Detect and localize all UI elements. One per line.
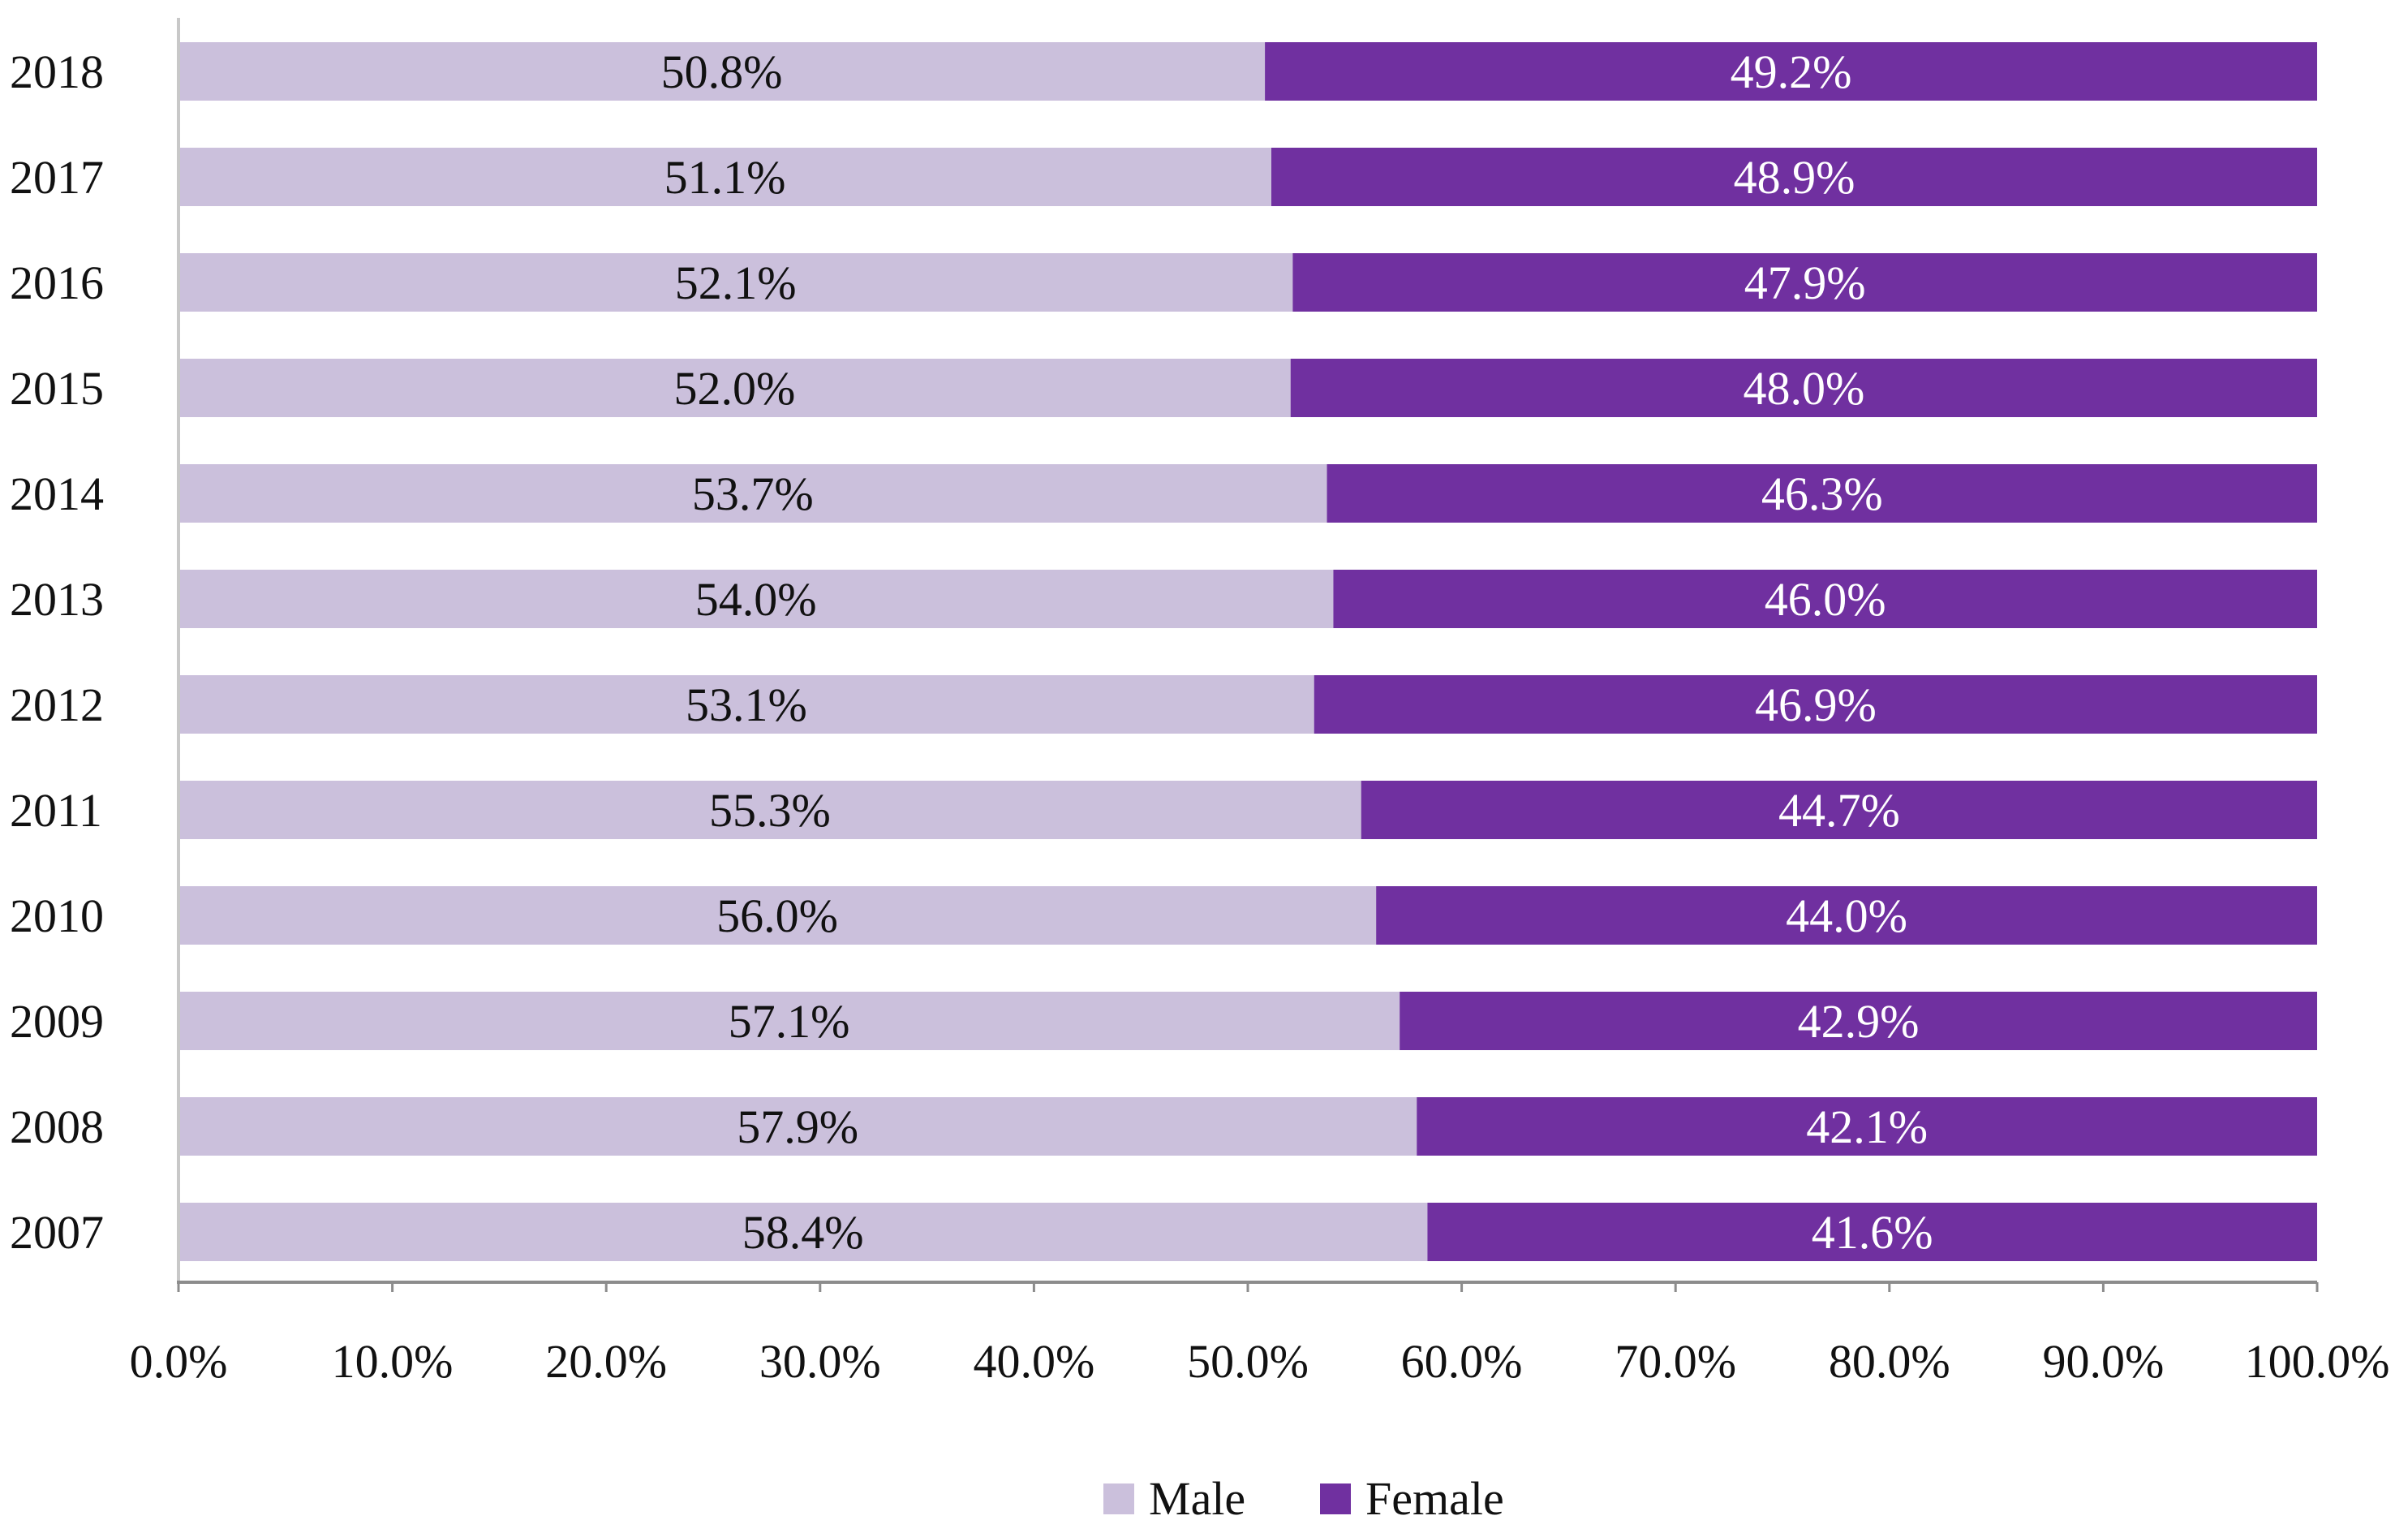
data-label-male-2014: 53.7% [692,467,814,520]
category-label-2010: 2010 [10,889,104,942]
category-label-2012: 2012 [10,678,104,731]
bar-male-2009 [178,992,1400,1050]
x-tick-label: 30.0% [759,1335,881,1388]
bar-male-2007 [178,1203,1428,1261]
bar-male-2017 [178,148,1271,206]
data-label-female-2007: 41.6% [1812,1206,1933,1259]
bar-female-2013 [1333,570,2317,628]
data-label-female-2016: 47.9% [1744,256,1866,309]
bar-female-2008 [1417,1097,2317,1156]
data-label-female-2014: 46.3% [1761,467,1883,520]
data-label-female-2012: 46.9% [1755,678,1877,731]
x-tick-label: 90.0% [2042,1335,2164,1388]
x-tick-label: 60.0% [1401,1335,1523,1388]
data-label-male-2011: 55.3% [709,784,831,837]
data-label-male-2017: 51.1% [664,151,786,204]
legend-label-female: Female [1365,1472,1504,1525]
category-label-2008: 2008 [10,1100,104,1153]
category-label-2018: 2018 [10,45,104,98]
data-label-male-2008: 57.9% [737,1100,858,1153]
data-label-male-2010: 56.0% [716,889,838,942]
legend: Male Female [1103,1472,1504,1525]
data-label-male-2007: 58.4% [742,1206,864,1259]
bar-female-2007 [1427,1203,2317,1261]
data-label-female-2011: 44.7% [1778,784,1900,837]
bar-male-2013 [178,570,1334,628]
x-tick-label: 80.0% [1829,1335,1950,1388]
data-label-female-2008: 42.1% [1806,1100,1928,1153]
bar-female-2016 [1292,253,2317,312]
category-label-2009: 2009 [10,995,104,1048]
bars-layer [178,42,2317,1261]
data-label-male-2015: 52.0% [673,362,795,415]
x-tick-label: 70.0% [1615,1335,1736,1388]
category-label-2013: 2013 [10,573,104,626]
data-label-male-2013: 54.0% [695,573,817,626]
bar-female-2018 [1265,42,2317,101]
legend-label-male: Male [1149,1472,1245,1525]
category-label-2017: 2017 [10,151,104,204]
bar-female-2012 [1314,675,2317,734]
data-label-male-2018: 50.8% [661,45,783,98]
bar-male-2016 [178,253,1293,312]
bar-female-2017 [1271,148,2317,206]
data-label-male-2012: 53.1% [686,678,807,731]
data-label-female-2009: 42.9% [1798,995,1920,1048]
x-axis-ticks: 0.0% 10.0% 20.0% 30.0% 40.0% 50.0% 60.0% 70.0% 8… [130,1282,2390,1388]
data-label-female-2015: 48.0% [1743,362,1864,415]
bar-male-2014 [178,464,1327,523]
legend-swatch-male [1103,1483,1134,1514]
bar-female-2010 [1376,886,2317,945]
category-label-2015: 2015 [10,362,104,415]
bar-male-2008 [178,1097,1417,1156]
value-labels-layer: 50.8% 49.2% 51.1% 48.9% 52.1% 47.9% 52.0% 48.0%… [661,45,1933,1259]
x-tick-label: 20.0% [545,1335,667,1388]
data-label-female-2010: 44.0% [1786,889,1907,942]
bar-female-2011 [1361,781,2317,839]
bar-male-2010 [178,886,1377,945]
data-label-male-2009: 57.1% [729,995,850,1048]
data-label-male-2016: 52.1% [675,256,797,309]
category-labels-layer: 2018 2017 2016 2015 2014 2013 2012 2011 2010 2009… [10,45,104,1259]
x-tick-label: 50.0% [1187,1335,1309,1388]
bar-male-2011 [178,781,1361,839]
x-tick-label: 10.0% [332,1335,454,1388]
bar-male-2015 [178,359,1291,417]
legend-swatch-female [1320,1483,1351,1514]
category-label-2016: 2016 [10,256,104,309]
x-tick-label: 100.0% [2245,1335,2390,1388]
data-label-female-2018: 49.2% [1731,45,1852,98]
x-tick-label: 0.0% [130,1335,228,1388]
category-label-2014: 2014 [10,467,104,520]
data-label-female-2013: 46.0% [1765,573,1886,626]
bar-female-2014 [1327,464,2317,523]
data-label-female-2017: 48.9% [1734,151,1855,204]
x-tick-label: 40.0% [973,1335,1094,1388]
bar-female-2009 [1400,992,2317,1050]
bar-female-2015 [1290,359,2317,417]
bar-male-2018 [178,42,1266,101]
bar-male-2012 [178,675,1314,734]
category-label-2007: 2007 [10,1206,104,1259]
category-label-2011: 2011 [10,784,102,837]
